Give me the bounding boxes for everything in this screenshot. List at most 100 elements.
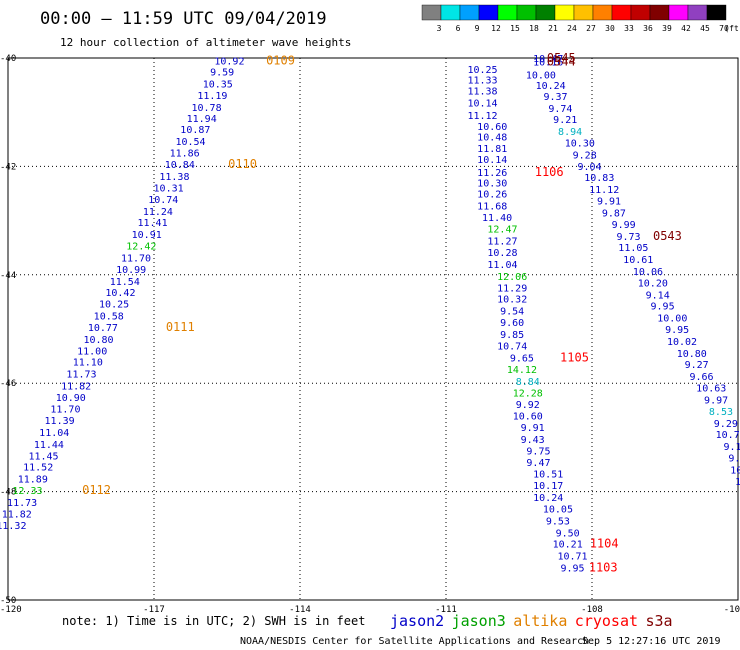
wave-height-value: 11.40	[482, 213, 512, 224]
colorbar-label: 33	[624, 24, 634, 33]
wave-height-value: 10.80	[83, 335, 113, 346]
y-tick-label: -44	[0, 271, 16, 281]
plot-frame	[7, 57, 739, 601]
wave-height-value: 10.48	[477, 133, 507, 144]
colorbar-swatch	[554, 4, 575, 21]
colorbar-swatch	[516, 4, 537, 21]
wave-height-value: 10.05	[543, 504, 573, 515]
colorbar-swatch	[421, 4, 442, 21]
wave-height-value: 10.77	[88, 323, 118, 334]
colorbar-label: 15	[510, 24, 520, 33]
legend-s3a: s3a	[646, 612, 673, 630]
wave-height-value: 9.92	[516, 400, 540, 411]
wave-height-value: 10.78	[192, 103, 222, 114]
chart-title: 00:00 — 11:59 UTC 09/04/2019	[40, 9, 327, 29]
x-tick-label: -120	[0, 605, 22, 615]
wave-height-value: 8.94	[558, 127, 582, 138]
wave-height-value: 12.33	[12, 486, 42, 497]
wave-height-value: 10.20	[638, 278, 668, 289]
wave-height-value: 10.63	[696, 384, 726, 395]
plot-area-border	[7, 57, 739, 601]
wave-height-value: 11.82	[61, 381, 91, 392]
colorbar-label: 18	[529, 24, 539, 33]
colorbar-swatch	[535, 4, 556, 21]
wave-height-value: 12.42	[126, 242, 156, 253]
wave-height-value: 12.47	[487, 225, 517, 236]
wave-height-value: 11.12	[589, 185, 619, 196]
y-tick-label: -46	[0, 379, 16, 389]
x-tick-label: -117	[143, 605, 165, 615]
wave-height-value: 10.83	[584, 173, 614, 184]
wave-height-value: 10.21	[553, 540, 583, 551]
wave-height-value: 9.87	[602, 208, 626, 219]
wave-height-value: 12.06	[497, 272, 527, 283]
wave-height-value: 10.54	[175, 137, 205, 148]
wave-height-value: 9.65	[510, 354, 534, 365]
wave-height-value: 10.74	[148, 195, 178, 206]
wave-height-value: 11.00	[77, 347, 107, 358]
wave-height-value: 11.03	[735, 477, 740, 488]
wave-height-value: 10.14	[477, 155, 507, 166]
wave-height-value: 12.28	[513, 388, 543, 399]
wave-height-value: 10.32	[497, 295, 527, 306]
pass-time-label: 1106	[535, 165, 564, 179]
wave-height-value: 10.87	[180, 125, 210, 136]
wave-height-value: 10.61	[623, 255, 653, 266]
wave-height-value: 11.29	[497, 283, 527, 294]
colorbar-label: 9	[475, 24, 480, 33]
wave-height-value: 9.28	[573, 150, 597, 161]
wave-height-value: 9.91	[597, 197, 621, 208]
wave-height-value: 9.97	[704, 395, 728, 406]
wave-height-value: 10.26	[477, 190, 507, 201]
wave-height-value: 11.54	[110, 277, 140, 288]
colorbar-label: 21	[548, 24, 558, 33]
wave-height-value: 11.70	[50, 405, 80, 416]
wave-height-value: 10.60	[477, 122, 507, 133]
footer-timestamp: Sep 5 12:27:16 UTC 2019	[582, 636, 720, 647]
colorbar-label: 30	[605, 24, 615, 33]
wave-height-value: 10.25	[467, 65, 497, 76]
wave-height-value: 10.24	[536, 81, 566, 92]
wave-height-value: 9.21	[553, 115, 577, 126]
wave-height-value: 11.86	[170, 148, 200, 159]
wave-height-value: 11.38	[159, 172, 189, 183]
colorbar-label: 27	[586, 24, 596, 33]
wave-height-value: 10.00	[657, 314, 687, 325]
wave-height-values: 10.929.5910.3511.1910.7811.9410.8710.541…	[0, 54, 740, 574]
wave-height-value: 10.91	[132, 230, 162, 241]
wave-height-value: 10.84	[165, 160, 195, 171]
wave-height-value: 9.75	[526, 446, 550, 457]
footer: note: 1) Time is in UTC; 2) SWH is in fe…	[62, 612, 720, 647]
wave-height-value: 9.95	[651, 302, 675, 313]
wave-height-value: 11.82	[2, 509, 32, 520]
wave-height-value: 11.10	[73, 358, 103, 369]
satellite-legend: jason2 jason3 altika cryosat s3a	[390, 612, 673, 630]
wave-height-value: 10.30	[565, 139, 595, 150]
colorbar-label: 70	[719, 24, 729, 33]
wave-height-value: 11.04	[487, 260, 517, 271]
wave-height-value: 11.41	[137, 218, 167, 229]
wave-height-value: 9.73	[616, 232, 640, 243]
wave-height-value: 11.05	[618, 243, 648, 254]
wave-height-value: 10.71	[716, 430, 740, 441]
colorbar-swatch	[573, 4, 594, 21]
wave-height-value: 9.14	[646, 290, 670, 301]
wave-height-value: 10.71	[557, 552, 587, 563]
y-tick-label: -42	[0, 162, 16, 172]
wave-height-value: 9.04	[578, 162, 602, 173]
wave-height-value: 10.00	[526, 70, 556, 81]
colorbar-swatch	[687, 4, 708, 21]
x-tick-label: -10	[724, 605, 740, 615]
x-tick-label: -111	[435, 605, 457, 615]
wave-height-value: 11.27	[487, 237, 517, 248]
wave-height-value: 10.16	[533, 57, 563, 68]
colorbar-swatch	[459, 4, 480, 21]
colorbar-label: 3	[437, 24, 442, 33]
colorbar-label: 12	[491, 24, 501, 33]
wave-height-value: 11.52	[23, 463, 53, 474]
colorbar-swatch	[630, 4, 651, 21]
wave-height-value: 8.53	[709, 407, 733, 418]
wave-height-value: 9.50	[728, 453, 740, 464]
wave-height-value: 11.68	[477, 201, 507, 212]
